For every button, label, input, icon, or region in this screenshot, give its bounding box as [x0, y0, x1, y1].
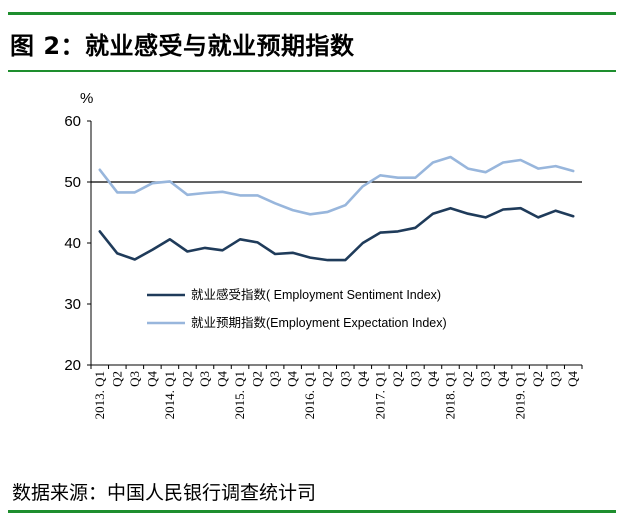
- x-tick-label: Q4: [425, 371, 440, 387]
- x-tick-label: Q2: [320, 371, 335, 387]
- x-tick-label: Q2: [460, 371, 475, 387]
- x-tick-label: Q3: [267, 371, 282, 387]
- x-tick-label: Q3: [407, 371, 422, 387]
- x-tick-label: Q2: [530, 371, 545, 387]
- y-tick-label: 60: [64, 113, 81, 130]
- x-tick-label: 2013. Q1: [92, 371, 107, 419]
- x-tick-label: Q4: [215, 371, 230, 387]
- x-tick-label: 2017. Q1: [372, 371, 387, 419]
- x-tick-label: Q3: [127, 371, 142, 387]
- y-tick-label: 20: [64, 357, 81, 374]
- x-tick-label: Q4: [565, 371, 580, 387]
- title-rule: [8, 70, 616, 72]
- figure-title: 图 2：就业感受与就业预期指数: [10, 32, 355, 60]
- x-tick-label: 2016. Q1: [302, 371, 317, 419]
- series-line-sentiment: [98, 206, 575, 262]
- x-tick-label: 2018. Q1: [442, 371, 457, 419]
- x-tick-label: Q4: [495, 371, 510, 387]
- source-note: 数据来源：中国人民银行调查统计司: [12, 482, 317, 504]
- x-tick-label: Q2: [390, 371, 405, 387]
- y-tick-label: 40: [64, 235, 81, 252]
- x-tick-label: Q3: [548, 371, 563, 387]
- y-tick-label: 50: [64, 174, 81, 191]
- x-tick-label: 2015. Q1: [232, 371, 247, 419]
- x-tick-label: 2019. Q1: [513, 371, 528, 419]
- x-tick-label: Q2: [109, 371, 124, 387]
- x-tick-label: Q4: [144, 371, 159, 387]
- y-axis-unit: %: [80, 90, 93, 107]
- legend-label-sentiment: 就业感受指数( Employment Sentiment Index): [191, 287, 441, 302]
- x-tick-label: Q3: [337, 371, 352, 387]
- x-tick-label: 2014. Q1: [162, 371, 177, 419]
- y-tick-label: 30: [64, 296, 81, 313]
- x-tick-label: Q3: [197, 371, 212, 387]
- x-tick-label: Q2: [179, 371, 194, 387]
- legend-label-expectation: 就业预期指数(Employment Expectation Index): [191, 315, 447, 330]
- chart-legend: 就业感受指数( Employment Sentiment Index) 就业预期指…: [147, 287, 447, 330]
- x-tick-label: Q3: [478, 371, 493, 387]
- x-tick-label: Q4: [285, 371, 300, 387]
- top-rule: [8, 12, 616, 15]
- chart-series: [98, 155, 575, 262]
- bottom-rule: [8, 510, 616, 513]
- x-tick-label: Q4: [355, 371, 370, 387]
- x-tick-label: Q2: [250, 371, 265, 387]
- series-line-expectation: [98, 155, 575, 216]
